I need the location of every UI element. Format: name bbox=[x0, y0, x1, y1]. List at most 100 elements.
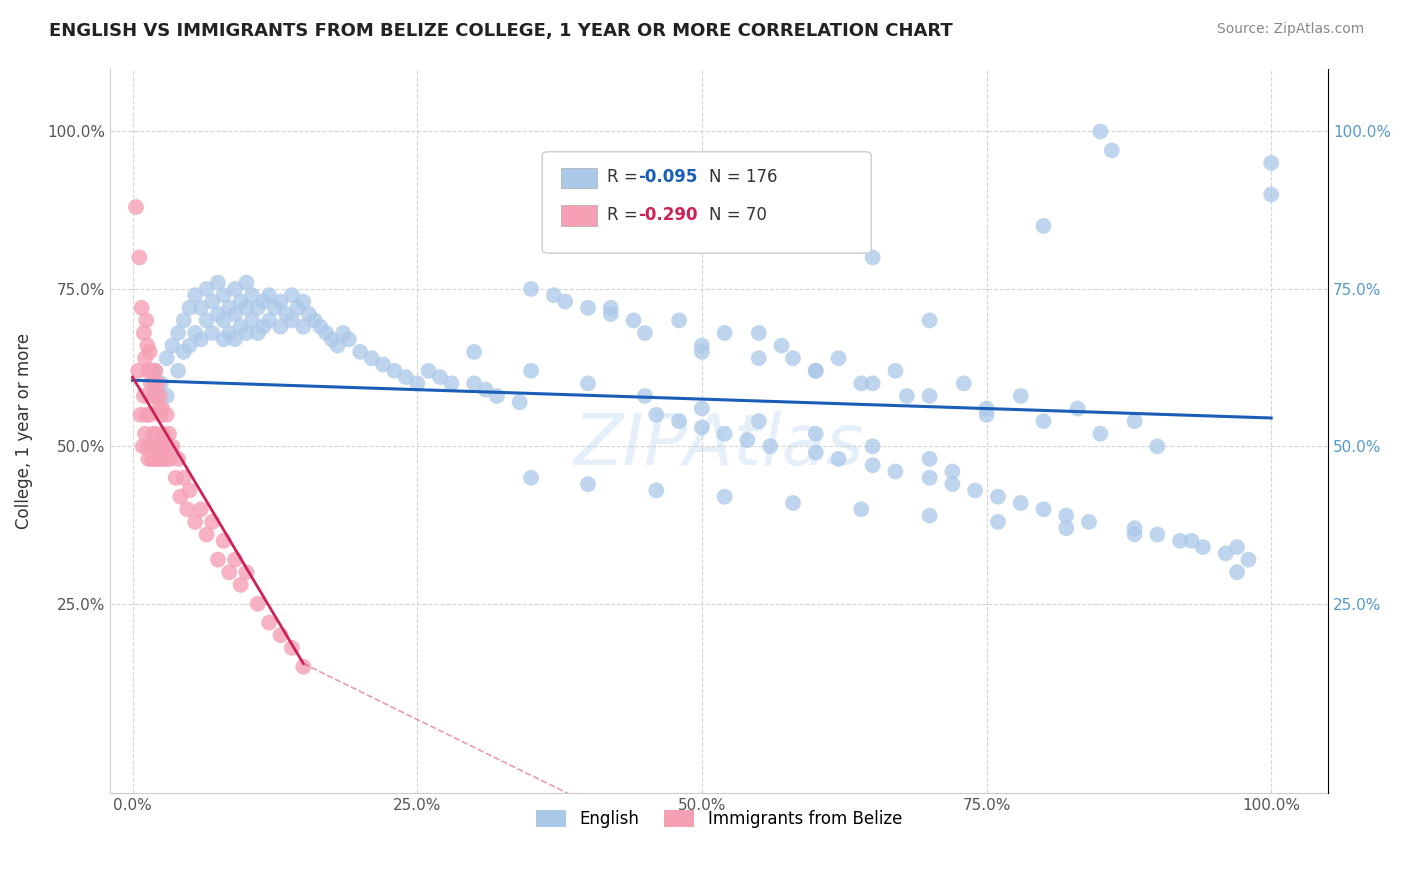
Point bbox=[173, 344, 195, 359]
Point bbox=[156, 351, 179, 366]
Point bbox=[298, 307, 321, 321]
Point bbox=[246, 326, 269, 340]
Point bbox=[134, 426, 156, 441]
Point bbox=[190, 502, 212, 516]
Point bbox=[195, 282, 218, 296]
Point bbox=[281, 288, 304, 302]
Point bbox=[212, 533, 235, 548]
Point bbox=[599, 307, 621, 321]
Point bbox=[360, 351, 382, 366]
Point bbox=[395, 370, 418, 384]
Point bbox=[884, 364, 907, 378]
Point bbox=[224, 307, 246, 321]
Point bbox=[190, 332, 212, 346]
Point bbox=[1090, 124, 1112, 138]
Point bbox=[827, 351, 849, 366]
Point bbox=[918, 508, 941, 523]
Point bbox=[148, 451, 170, 466]
Point bbox=[157, 426, 180, 441]
Point bbox=[179, 301, 201, 315]
Point bbox=[252, 294, 274, 309]
Point bbox=[246, 597, 269, 611]
Point bbox=[129, 408, 152, 422]
Point bbox=[918, 471, 941, 485]
Point bbox=[827, 451, 849, 466]
Point bbox=[235, 326, 257, 340]
Point bbox=[167, 364, 190, 378]
Point bbox=[263, 301, 285, 315]
Point bbox=[138, 451, 160, 466]
Point bbox=[804, 364, 827, 378]
Text: -0.290: -0.290 bbox=[638, 206, 697, 224]
Bar bbox=[561, 205, 598, 226]
Point bbox=[851, 502, 873, 516]
Point bbox=[257, 288, 280, 302]
Point bbox=[1032, 219, 1054, 233]
Point bbox=[645, 408, 668, 422]
Point bbox=[218, 301, 240, 315]
Legend: English, Immigrants from Belize: English, Immigrants from Belize bbox=[529, 804, 908, 835]
Point bbox=[141, 364, 163, 378]
Point bbox=[690, 420, 713, 434]
Point bbox=[207, 276, 229, 290]
Point bbox=[349, 344, 371, 359]
Point bbox=[737, 433, 759, 447]
Point bbox=[146, 439, 169, 453]
Point bbox=[132, 389, 155, 403]
Point bbox=[224, 282, 246, 296]
Point bbox=[941, 465, 963, 479]
Point bbox=[142, 426, 165, 441]
Point bbox=[1168, 533, 1191, 548]
Point bbox=[127, 364, 149, 378]
Point bbox=[474, 383, 496, 397]
Point bbox=[270, 628, 292, 642]
Point bbox=[748, 326, 770, 340]
Point bbox=[1215, 546, 1237, 560]
Point bbox=[304, 313, 326, 327]
Point bbox=[149, 439, 172, 453]
Point bbox=[1260, 156, 1282, 170]
Point bbox=[141, 451, 163, 466]
Point bbox=[136, 439, 159, 453]
Point bbox=[146, 376, 169, 391]
Point bbox=[690, 338, 713, 352]
Point bbox=[162, 338, 184, 352]
Point bbox=[952, 376, 974, 391]
Point bbox=[184, 326, 207, 340]
Text: R =: R = bbox=[607, 168, 643, 186]
Point bbox=[623, 313, 645, 327]
Point bbox=[918, 451, 941, 466]
Point bbox=[143, 451, 166, 466]
Point bbox=[918, 313, 941, 327]
Point bbox=[153, 451, 176, 466]
Point bbox=[179, 483, 201, 498]
Point bbox=[167, 326, 190, 340]
Point bbox=[246, 301, 269, 315]
Point bbox=[668, 313, 690, 327]
Point bbox=[257, 615, 280, 630]
Point bbox=[150, 401, 173, 416]
Point bbox=[235, 566, 257, 580]
Point bbox=[332, 326, 354, 340]
Point bbox=[142, 389, 165, 403]
Point bbox=[201, 326, 224, 340]
Point bbox=[976, 408, 998, 422]
Point bbox=[782, 496, 804, 510]
Text: Source: ZipAtlas.com: Source: ZipAtlas.com bbox=[1216, 22, 1364, 37]
Point bbox=[1054, 508, 1077, 523]
Point bbox=[599, 301, 621, 315]
Point bbox=[1226, 566, 1249, 580]
Point bbox=[804, 364, 827, 378]
Point bbox=[287, 301, 309, 315]
Point bbox=[804, 426, 827, 441]
Point bbox=[159, 451, 181, 466]
Point bbox=[195, 527, 218, 541]
Point bbox=[896, 389, 918, 403]
Point bbox=[321, 332, 343, 346]
Point bbox=[1237, 552, 1260, 566]
Point bbox=[862, 439, 884, 453]
Point bbox=[1010, 496, 1032, 510]
Point bbox=[128, 251, 150, 265]
Point bbox=[851, 376, 873, 391]
Point bbox=[229, 294, 252, 309]
